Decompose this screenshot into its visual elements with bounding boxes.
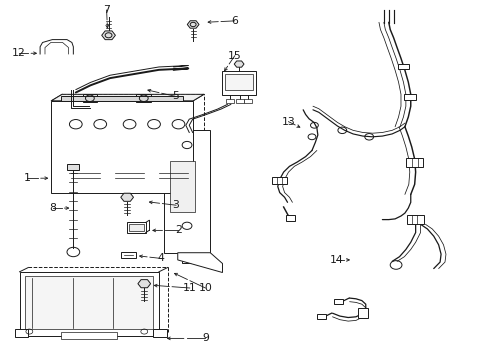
Bar [235, 99, 243, 103]
Bar [136, 94, 151, 102]
Text: 3: 3 [172, 200, 179, 210]
Bar [67, 164, 79, 170]
Bar [285, 215, 294, 221]
Bar [224, 74, 253, 90]
Text: 9: 9 [202, 333, 208, 343]
Bar [82, 94, 97, 102]
Polygon shape [102, 31, 115, 40]
Polygon shape [234, 61, 244, 67]
Text: 12: 12 [12, 48, 25, 58]
Bar [51, 101, 193, 193]
Polygon shape [138, 280, 150, 288]
Bar [153, 329, 166, 337]
Bar [357, 308, 367, 318]
Text: 7: 7 [103, 5, 110, 15]
Bar [25, 276, 153, 329]
Polygon shape [163, 130, 210, 263]
Text: 13: 13 [281, 117, 295, 127]
Polygon shape [61, 96, 183, 101]
Polygon shape [51, 94, 203, 101]
Bar [244, 99, 251, 103]
Bar [20, 272, 159, 336]
Bar [169, 161, 195, 212]
Text: 11: 11 [183, 283, 196, 293]
Bar [222, 71, 255, 95]
Bar [406, 215, 423, 224]
Text: 8: 8 [49, 203, 56, 213]
Bar [15, 329, 28, 337]
Polygon shape [187, 21, 199, 28]
Text: 6: 6 [231, 16, 238, 26]
Bar [316, 314, 325, 319]
Bar [127, 222, 145, 233]
Bar [272, 177, 286, 184]
Text: 15: 15 [227, 51, 241, 61]
Text: 14: 14 [329, 255, 343, 265]
Text: 1: 1 [23, 173, 30, 183]
Text: 2: 2 [175, 225, 182, 235]
Bar [129, 224, 143, 231]
Bar [397, 64, 408, 69]
Bar [61, 332, 117, 339]
Bar [225, 99, 233, 103]
Text: 10: 10 [198, 283, 212, 293]
Bar [334, 299, 343, 304]
Text: 4: 4 [158, 253, 164, 264]
Text: 5: 5 [172, 91, 179, 102]
Bar [405, 158, 422, 167]
Polygon shape [178, 253, 222, 273]
Bar [403, 94, 415, 100]
Polygon shape [121, 193, 133, 201]
Polygon shape [121, 252, 136, 258]
